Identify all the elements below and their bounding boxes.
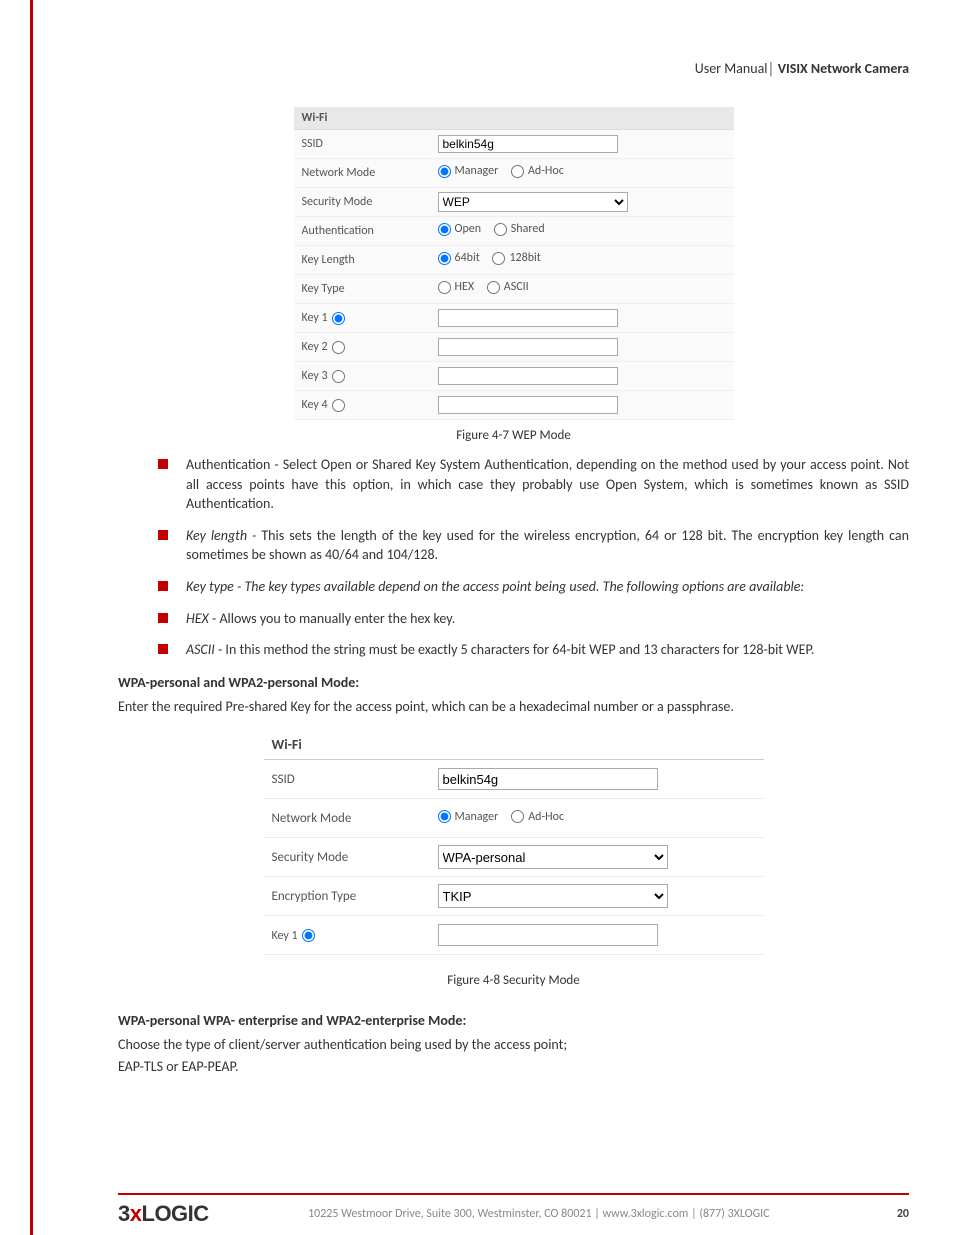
radio-icon[interactable] [487, 281, 500, 294]
footer-text: 10225 Westmoor Drive, Suite 300, Westmin… [209, 1207, 869, 1221]
key1b-input[interactable] [438, 924, 658, 946]
form2-title: Wi-Fi [264, 730, 764, 760]
bullet-keytype: Key type - The key types available depen… [158, 577, 909, 597]
wpa-personal-heading: WPA-personal and WPA2-personal Mode: [118, 674, 909, 691]
key3-row[interactable]: Key 3 [302, 369, 345, 383]
netmode-label: Network Mode [294, 159, 430, 188]
form1-title: Wi-Fi [294, 107, 734, 130]
wpa-enterprise-heading: WPA-personal WPA- enterprise and WPA2-en… [118, 1012, 909, 1029]
ssid2-input[interactable] [438, 768, 658, 790]
secmode-select[interactable]: WEP [438, 192, 628, 212]
bullet-auth: Authentication - Select Open or Shared K… [158, 455, 909, 514]
bullet-list: Authentication - Select Open or Shared K… [158, 455, 909, 660]
keytype-hex[interactable]: HEX [438, 280, 475, 294]
netmode2-adhoc[interactable]: Ad-Hoc [511, 810, 564, 824]
radio-icon[interactable] [332, 341, 345, 354]
netmode-manager[interactable]: Manager [438, 164, 499, 178]
bullet-ascii: ASCII - In this method the string must b… [158, 640, 909, 660]
keylen-label: Key Length [294, 246, 430, 275]
radio-icon[interactable] [511, 165, 524, 178]
wpa-personal-para: Enter the required Pre-shared Key for th… [118, 697, 909, 717]
secmode2-label: Security Mode [264, 838, 430, 877]
auth-shared[interactable]: Shared [494, 222, 545, 236]
wpa-form: Wi-Fi SSID Network Mode Manager Ad-Hoc S… [264, 730, 764, 955]
key1b-row[interactable]: Key 1 [272, 929, 315, 943]
radio-icon[interactable] [494, 223, 507, 236]
page-footer: 3xLOGIC 10225 Westmoor Drive, Suite 300,… [118, 1193, 909, 1227]
radio-icon[interactable] [438, 810, 451, 823]
header-left: User Manual [695, 60, 768, 77]
ssid-label: SSID [294, 130, 430, 159]
radio-icon[interactable] [438, 223, 451, 236]
radio-icon[interactable] [511, 810, 524, 823]
figure-caption-1: Figure 4-7 WEP Mode [118, 428, 909, 443]
radio-icon[interactable] [332, 312, 345, 325]
auth-open[interactable]: Open [438, 222, 482, 236]
enctype-select[interactable]: TKIP [438, 884, 668, 908]
wep-form: Wi-Fi SSID Network Mode Manager Ad-Hoc S… [294, 107, 734, 420]
bullet-keylength: Key length - This sets the length of the… [158, 526, 909, 565]
radio-icon[interactable] [438, 252, 451, 265]
keylen-128[interactable]: 128bit [492, 251, 540, 265]
header-title: VISIX Network Camera [778, 60, 909, 77]
keylen-64[interactable]: 64bit [438, 251, 480, 265]
radio-icon[interactable] [438, 281, 451, 294]
netmode2-label: Network Mode [264, 799, 430, 838]
figure-caption-2: Figure 4-8 Security Mode [118, 973, 909, 988]
page-number: 20 [869, 1207, 909, 1221]
radio-icon[interactable] [332, 399, 345, 412]
key2-input[interactable] [438, 338, 618, 356]
page-header: User Manual│ VISIX Network Camera [118, 60, 909, 77]
ssid2-label: SSID [264, 760, 430, 799]
wpa-enterprise-para1: Choose the type of client/server authent… [118, 1035, 909, 1055]
radio-icon[interactable] [492, 252, 505, 265]
bullet-hex: HEX - Allows you to manually enter the h… [158, 609, 909, 629]
secmode2-select[interactable]: WPA-personal [438, 845, 668, 869]
logo: 3xLOGIC [118, 1201, 209, 1227]
radio-icon[interactable] [438, 165, 451, 178]
ssid-input[interactable] [438, 135, 618, 153]
key4-input[interactable] [438, 396, 618, 414]
key1-row[interactable]: Key 1 [302, 311, 345, 325]
radio-icon[interactable] [332, 370, 345, 383]
wpa-enterprise-para2: EAP-TLS or EAP-PEAP. [118, 1057, 909, 1077]
secmode-label: Security Mode [294, 188, 430, 217]
netmode2-manager[interactable]: Manager [438, 810, 499, 824]
netmode-adhoc[interactable]: Ad-Hoc [511, 164, 564, 178]
radio-icon[interactable] [302, 929, 315, 942]
keytype-label: Key Type [294, 275, 430, 304]
key1-input[interactable] [438, 309, 618, 327]
key4-row[interactable]: Key 4 [302, 398, 345, 412]
auth-label: Authentication [294, 217, 430, 246]
key3-input[interactable] [438, 367, 618, 385]
keytype-ascii[interactable]: ASCII [487, 280, 529, 294]
key2-row[interactable]: Key 2 [302, 340, 345, 354]
enctype-label: Encryption Type [264, 877, 430, 916]
